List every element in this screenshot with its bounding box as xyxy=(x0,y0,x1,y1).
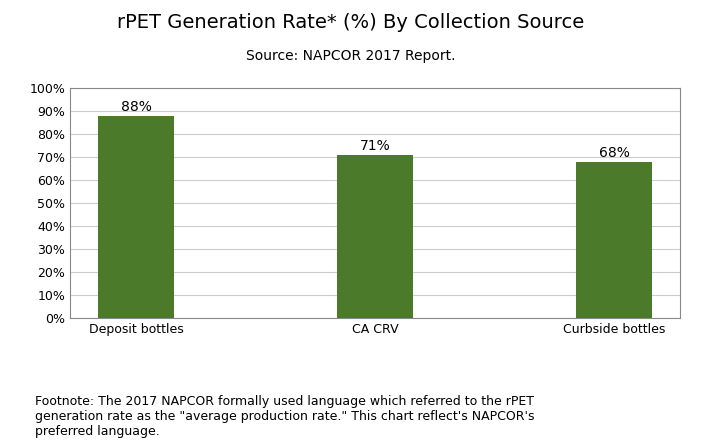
Text: rPET Generation Rate* (%) By Collection Source: rPET Generation Rate* (%) By Collection … xyxy=(117,13,584,32)
Text: Footnote: The 2017 NAPCOR formally used language which referred to the rPET
gene: Footnote: The 2017 NAPCOR formally used … xyxy=(35,395,535,438)
Text: 88%: 88% xyxy=(121,100,151,114)
Bar xyxy=(98,116,175,318)
Text: 68%: 68% xyxy=(599,146,629,160)
Text: 71%: 71% xyxy=(360,139,390,153)
Bar xyxy=(576,162,652,318)
Text: Source: NAPCOR 2017 Report.: Source: NAPCOR 2017 Report. xyxy=(246,49,455,63)
Bar xyxy=(336,155,414,318)
